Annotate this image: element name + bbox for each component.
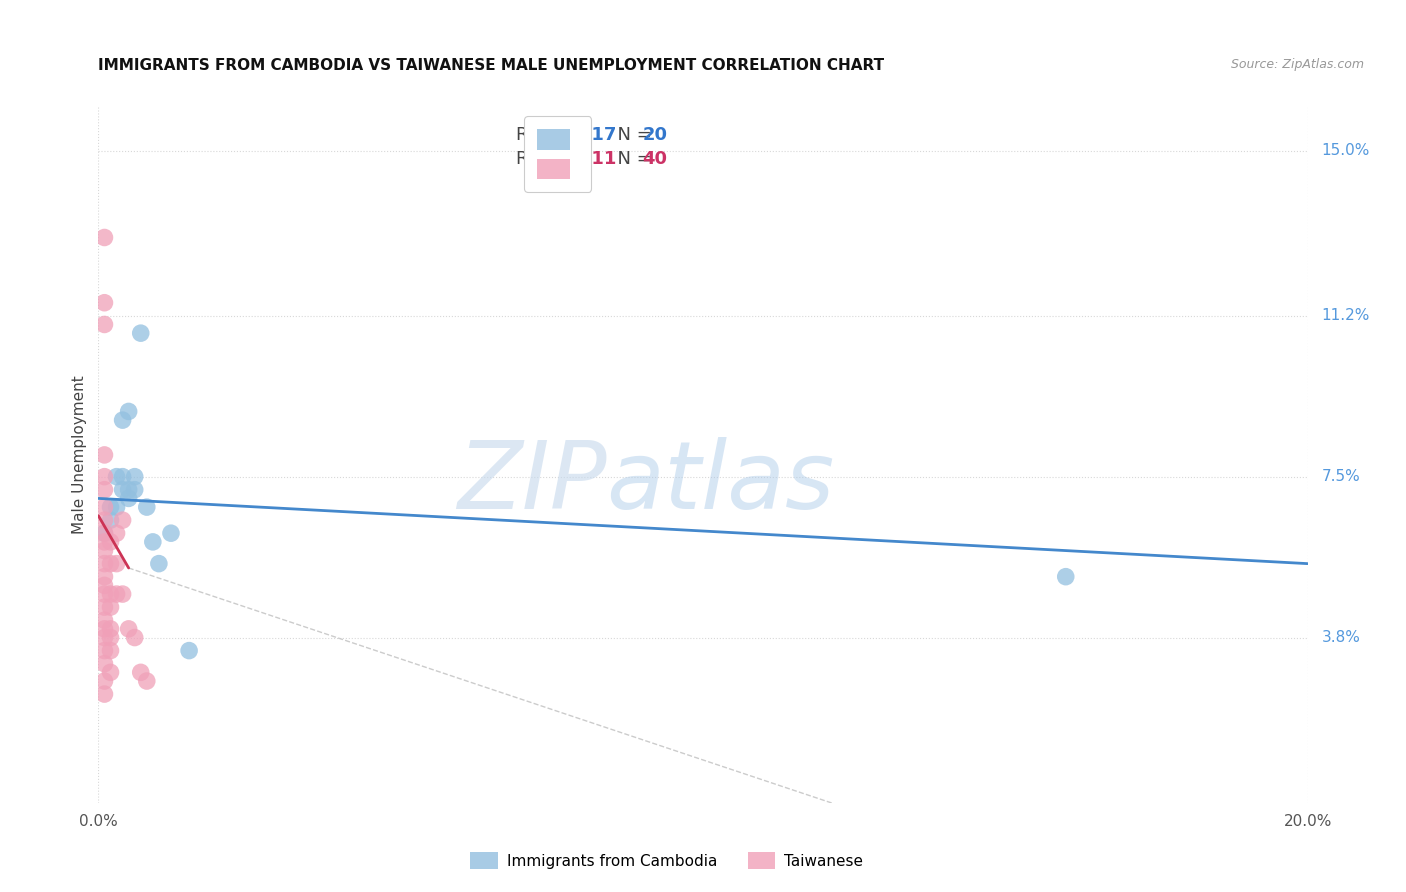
Text: -0.111: -0.111 — [551, 150, 616, 169]
Text: ZIP: ZIP — [457, 437, 606, 528]
Point — [93, 578, 115, 592]
Text: R =: R = — [516, 150, 554, 169]
Point — [100, 600, 122, 615]
Point — [93, 622, 115, 636]
Point — [124, 469, 146, 483]
Point — [93, 631, 115, 645]
Point — [118, 483, 141, 497]
Point — [118, 404, 141, 418]
Text: 11.2%: 11.2% — [1322, 309, 1369, 323]
Point — [100, 513, 122, 527]
Point — [142, 535, 165, 549]
Point — [124, 631, 146, 645]
Point — [100, 500, 122, 514]
Point — [93, 230, 115, 244]
Point — [93, 674, 115, 689]
Text: N =: N = — [606, 150, 658, 169]
Point — [93, 483, 115, 497]
Point — [100, 557, 122, 571]
Point — [118, 491, 141, 506]
Point — [111, 469, 134, 483]
Point — [93, 613, 115, 627]
Point — [111, 587, 134, 601]
Point — [100, 665, 122, 680]
Point — [177, 643, 201, 657]
Point — [93, 469, 115, 483]
Text: N =: N = — [606, 126, 658, 144]
Text: -0.117: -0.117 — [551, 126, 616, 144]
Point — [93, 557, 115, 571]
Point — [93, 657, 115, 671]
Point — [105, 526, 128, 541]
Point — [1054, 570, 1077, 584]
Point — [100, 587, 122, 601]
Point — [111, 483, 134, 497]
Point — [93, 570, 115, 584]
Point — [129, 326, 152, 341]
Point — [135, 674, 157, 689]
Point — [100, 631, 122, 645]
Text: Source: ZipAtlas.com: Source: ZipAtlas.com — [1230, 58, 1364, 71]
Point — [118, 622, 141, 636]
Y-axis label: Male Unemployment: Male Unemployment — [72, 376, 87, 534]
Text: IMMIGRANTS FROM CAMBODIA VS TAIWANESE MALE UNEMPLOYMENT CORRELATION CHART: IMMIGRANTS FROM CAMBODIA VS TAIWANESE MA… — [98, 58, 884, 73]
Point — [93, 587, 115, 601]
Point — [105, 557, 128, 571]
Text: R =: R = — [516, 126, 554, 144]
Point — [93, 318, 115, 332]
Legend: Immigrants from Cambodia, Taiwanese: Immigrants from Cambodia, Taiwanese — [461, 843, 873, 879]
Point — [105, 500, 128, 514]
Point — [100, 643, 122, 657]
Point — [160, 526, 183, 541]
Point — [93, 295, 115, 310]
Point — [93, 600, 115, 615]
Point — [111, 513, 134, 527]
Point — [93, 526, 115, 541]
Point — [148, 557, 170, 571]
Point — [93, 513, 115, 527]
Point — [124, 483, 146, 497]
Point — [93, 687, 115, 701]
Point — [93, 526, 115, 541]
Point — [100, 622, 122, 636]
Text: 3.8%: 3.8% — [1322, 630, 1361, 645]
Point — [129, 665, 152, 680]
Point — [111, 413, 134, 427]
Point — [135, 500, 157, 514]
Point — [100, 535, 122, 549]
Text: 7.5%: 7.5% — [1322, 469, 1361, 484]
Text: atlas: atlas — [606, 437, 835, 528]
Point — [105, 587, 128, 601]
Point — [93, 643, 115, 657]
Text: 40: 40 — [643, 150, 668, 169]
Point — [105, 469, 128, 483]
Point — [93, 535, 115, 549]
Text: 15.0%: 15.0% — [1322, 143, 1369, 158]
Point — [93, 543, 115, 558]
Point — [93, 448, 115, 462]
Point — [93, 500, 115, 514]
Text: 20: 20 — [643, 126, 668, 144]
